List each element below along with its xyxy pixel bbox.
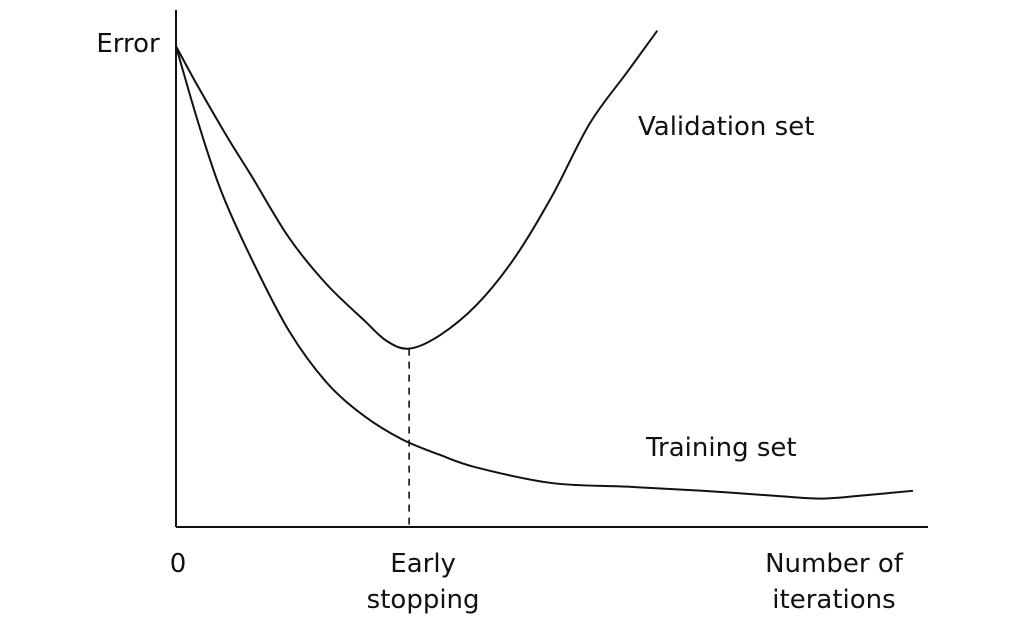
training-set-label: Training set: [645, 433, 797, 463]
axes: [175, 10, 928, 528]
validation-set-curve: [175, 30, 659, 350]
validation-set-label: Validation set: [638, 112, 814, 142]
x-axis-label-line-2: iterations: [772, 585, 895, 615]
y-axis-label: Error: [96, 29, 160, 59]
x-axis-label-line-1: Number of: [765, 549, 904, 579]
early-stopping-label-line-2: stopping: [367, 585, 480, 615]
early-stopping-label-line-1: Early: [390, 549, 456, 579]
plot-area: [175, 30, 914, 527]
origin-tick-label: 0: [170, 549, 187, 579]
training-set-curve: [175, 45, 914, 500]
